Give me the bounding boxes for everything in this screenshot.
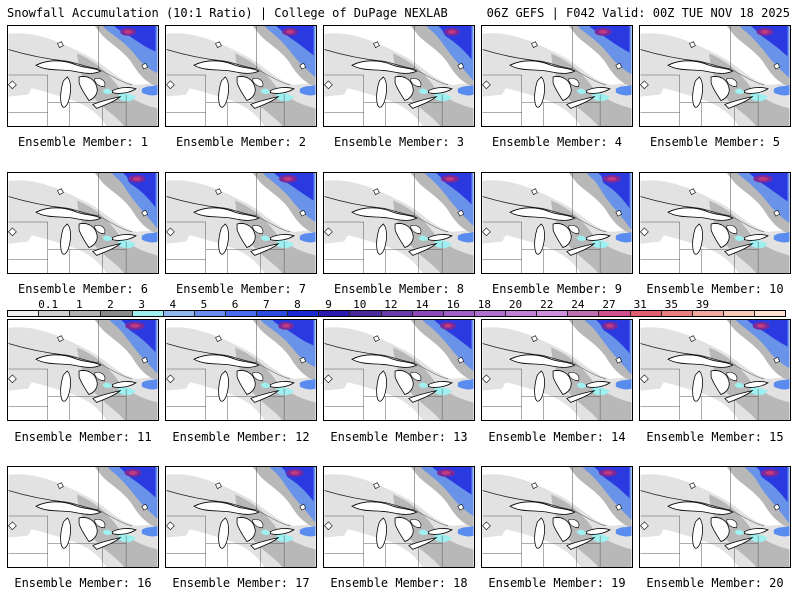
colorbar-swatch [225, 311, 257, 316]
colorbar-swatch [443, 311, 475, 316]
ensemble-member-map [639, 466, 791, 568]
ensemble-member-label: Ensemble Member: 14 [488, 430, 626, 444]
ensemble-member-label: Ensemble Member: 9 [491, 282, 623, 296]
colorbar-label: 1 [76, 298, 83, 311]
colorbar-label: 16 [446, 298, 460, 311]
colorbar-swatch [474, 311, 506, 316]
ensemble-member-label: Ensemble Member: 15 [646, 430, 784, 444]
colorbar-label: 22 [540, 298, 554, 311]
ensemble-member-map [7, 466, 159, 568]
ensemble-member-map [7, 319, 159, 421]
colorbar-label: 10 [353, 298, 367, 311]
ensemble-member-label: Ensemble Member: 13 [330, 430, 468, 444]
colorbar-label: 2 [107, 298, 114, 311]
ensemble-member-map [7, 172, 159, 274]
colorbar-swatches [7, 310, 786, 317]
run-info: 06Z GEFS | F042 Valid: 00Z TUE NOV 18 20… [486, 6, 790, 20]
colorbar-label: 39 [695, 298, 710, 311]
ensemble-member-map [165, 25, 317, 127]
ensemble-member-label: Ensemble Member: 11 [14, 430, 152, 444]
colorbar-swatch [319, 311, 351, 316]
colorbar-swatch [132, 311, 164, 316]
colorbar-swatch [630, 311, 662, 316]
colorbar-label: 24 [571, 298, 585, 311]
colorbar-label: 31 [633, 298, 647, 311]
colorbar-swatch [506, 311, 538, 316]
ensemble-member-label: Ensemble Member: 8 [333, 282, 465, 296]
colorbar-swatch [70, 311, 102, 316]
colorbar-label: 35 [664, 298, 678, 311]
colorbar-swatch [194, 311, 226, 316]
ensemble-member-map [481, 466, 633, 568]
ensemble-member-label: Ensemble Member: 2 [175, 135, 307, 149]
ensemble-member-map [481, 172, 633, 274]
ensemble-member-label: Ensemble Member: 12 [172, 430, 310, 444]
colorbar-label: 9 [325, 298, 332, 311]
ensemble-member-map [481, 319, 633, 421]
colorbar-label: 7 [262, 298, 270, 311]
colorbar-label: 4 [169, 298, 177, 311]
colorbar-label: 18 [477, 298, 492, 311]
ensemble-member-label: Ensemble Member: 17 [172, 576, 310, 590]
ensemble-member-map [165, 319, 317, 421]
ensemble-member-label: Ensemble Member: 16 [14, 576, 152, 590]
ensemble-member-map [7, 25, 159, 127]
ensemble-member-map [639, 25, 791, 127]
colorbar-swatch [381, 311, 413, 316]
ensemble-member-map [481, 25, 633, 127]
colorbar-swatch [101, 311, 133, 316]
ensemble-member-label: Ensemble Member: 10 [646, 282, 784, 296]
colorbar-label: 0.1 [38, 298, 59, 311]
ensemble-member-label: Ensemble Member: 7 [175, 282, 307, 296]
ensemble-member-map [323, 25, 475, 127]
colorbar-swatch [8, 311, 40, 316]
colorbar-swatch [723, 311, 755, 316]
colorbar-swatch [163, 311, 195, 316]
ensemble-member-label: Ensemble Member: 18 [330, 576, 468, 590]
colorbar-swatch [39, 311, 71, 316]
ensemble-member-map [165, 466, 317, 568]
ensemble-member-label: Ensemble Member: 3 [333, 135, 465, 149]
colorbar-swatch [350, 311, 382, 316]
snowfall-colorbar: 0.1 1 2 3 4 5 6 7 8 9 10 12 14 16 18 20 22 24 27 31 35 39 [7, 298, 786, 318]
ensemble-member-label: Ensemble Member: 6 [17, 282, 149, 296]
ensemble-member-map [639, 172, 791, 274]
colorbar-swatch [412, 311, 444, 316]
ensemble-member-map [165, 172, 317, 274]
ensemble-member-label: Ensemble Member: 19 [488, 576, 626, 590]
ensemble-member-map [639, 319, 791, 421]
colorbar-swatch [599, 311, 631, 316]
colorbar-label: 3 [138, 298, 145, 311]
ensemble-member-label: Ensemble Member: 20 [646, 576, 784, 590]
ensemble-member-label: Ensemble Member: 4 [491, 135, 623, 149]
colorbar-swatch [288, 311, 320, 316]
ensemble-member-map [323, 172, 475, 274]
colorbar-label: 5 [200, 298, 208, 311]
colorbar-label: 12 [384, 298, 398, 311]
ensemble-member-map [323, 466, 475, 568]
colorbar-swatch [257, 311, 289, 316]
colorbar-swatch [537, 311, 569, 316]
colorbar-label: 14 [415, 298, 429, 311]
colorbar-label: 20 [508, 298, 523, 311]
colorbar-label: 8 [294, 298, 301, 311]
ensemble-member-label: Ensemble Member: 1 [17, 135, 149, 149]
colorbar-swatch [661, 311, 693, 316]
colorbar-swatch [755, 311, 786, 316]
colorbar-label: 27 [602, 298, 616, 311]
ensemble-member-map [323, 319, 475, 421]
map-title: Snowfall Accumulation (10:1 Ratio) | Col… [7, 6, 448, 20]
ensemble-member-label: Ensemble Member: 5 [649, 135, 781, 149]
colorbar-swatch [692, 311, 724, 316]
colorbar-label: 6 [231, 298, 239, 311]
colorbar-swatch [568, 311, 600, 316]
